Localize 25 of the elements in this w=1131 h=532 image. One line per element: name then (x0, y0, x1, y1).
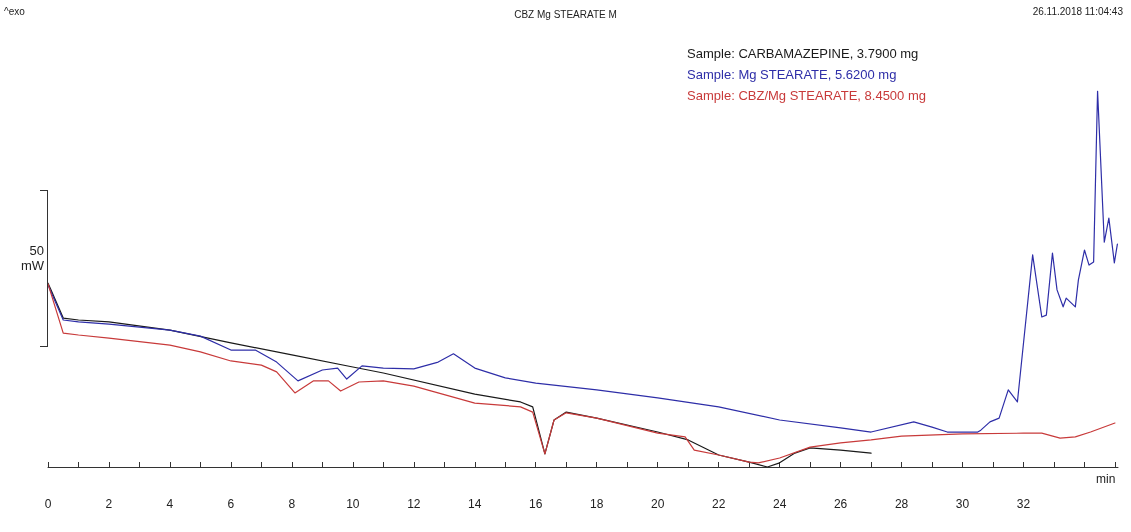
x-tick-label: 16 (529, 497, 543, 511)
x-tick-label: 26 (833, 497, 848, 511)
x-axis-title: min (1096, 472, 1116, 486)
x-tick-label: 28 (894, 497, 909, 511)
x-tick-label: 22 (711, 497, 726, 511)
text: 50 mW (19, 243, 44, 273)
x-tick-label: 12 (407, 497, 421, 511)
x-tick-label: 14 (468, 497, 482, 511)
x-tick-label: 2 (105, 497, 113, 511)
x-tick-label: 0 (44, 497, 52, 511)
x-tick-label: 20 (651, 497, 665, 511)
x-tick-label: 6 (227, 497, 235, 511)
chart-title: CBZ Mg STEARATE M (514, 8, 617, 20)
x-tick-label: 24 (772, 497, 787, 511)
text: Sample: CBZ/Mg STEARATE, 8.4500 mg (687, 88, 927, 103)
text: Sample: CARBAMAZEPINE, 3.7900 mg (687, 46, 919, 61)
x-tick-label: 8 (288, 497, 296, 511)
text: ^exo (4, 6, 25, 17)
x-tick-label: 30 (955, 497, 970, 511)
x-tick-label: 4 (166, 497, 174, 511)
text: 26.11.2018 11:04:43 (1032, 6, 1123, 17)
x-tick-label: 18 (590, 497, 604, 511)
x-tick-label: 32 (1016, 497, 1031, 511)
text: Sample: Mg STEARATE, 5.6200 mg (687, 67, 897, 82)
x-tick-label: 10 (346, 497, 360, 511)
